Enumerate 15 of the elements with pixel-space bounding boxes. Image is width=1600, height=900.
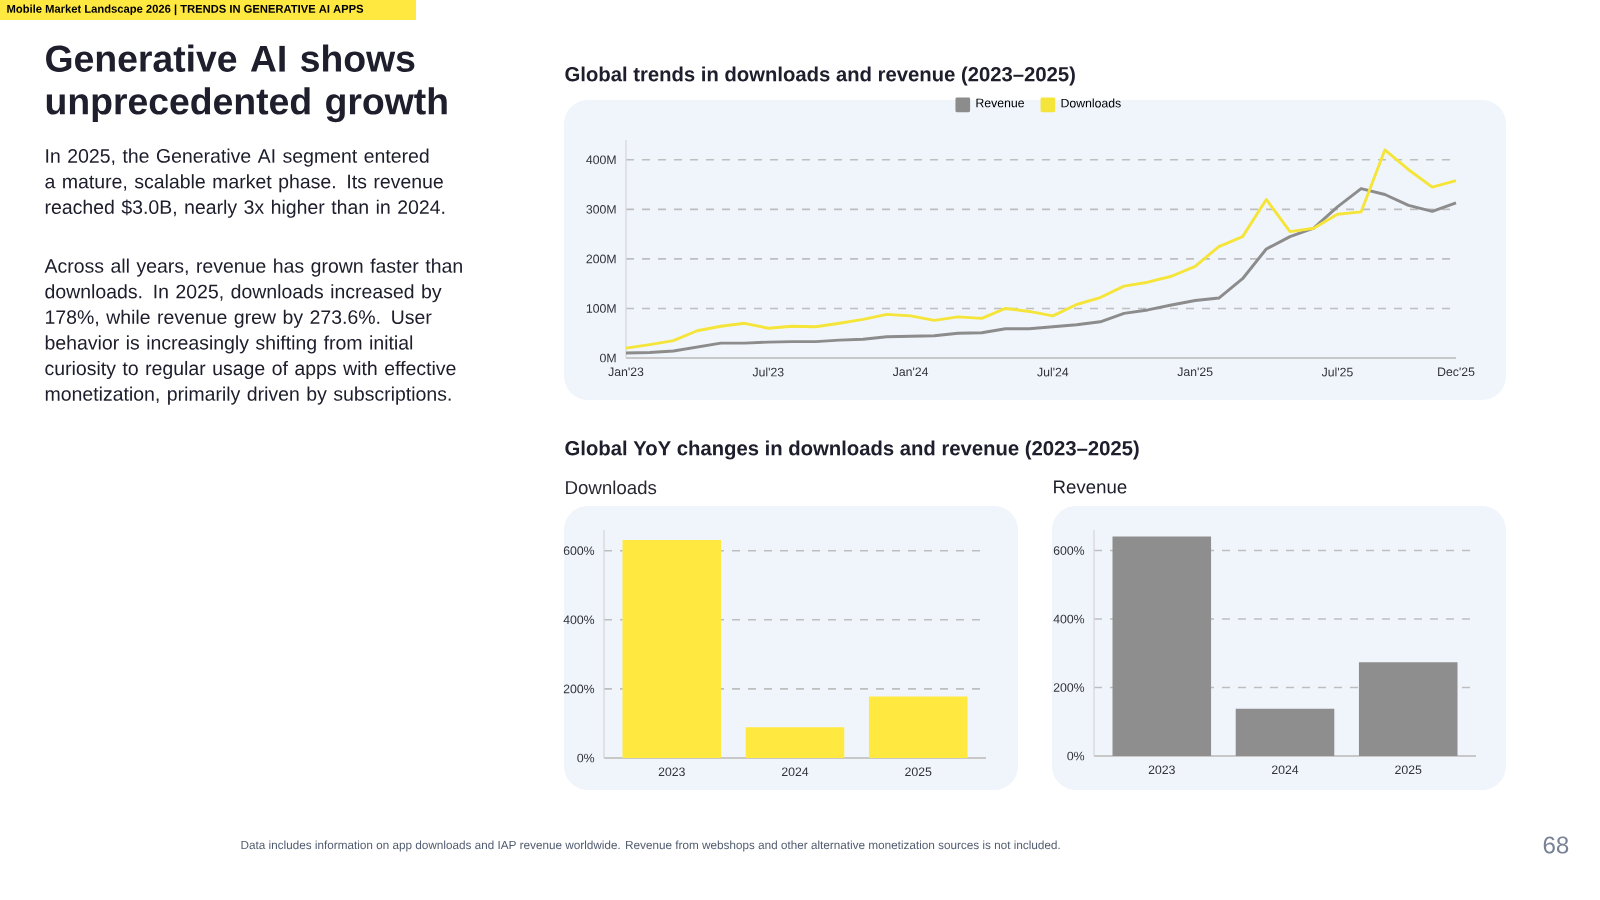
text: Across all years, revenue has grown faster than downloads. In 2025, downloads increased by 178%, while revenue grew by 273.6%. User behavior is increasingly shifting from initial curiosity to regular usage of apps with effective monetization, primarily driven by subscriptions. bbox=[44, 258, 462, 405]
bar bbox=[1235, 708, 1335, 756]
chart-title: Global YoY changes in downloads and revenue (2023–2025) bbox=[565, 440, 1139, 460]
text: Generative AI shows unprecedented growth bbox=[46, 44, 447, 123]
bar bbox=[868, 696, 968, 758]
text: 68 bbox=[1543, 836, 1569, 854]
bar bbox=[1358, 662, 1458, 756]
chart-subtitle: Downloads bbox=[566, 480, 657, 495]
chart-title: Global trends in downloads and revenue (2023–2025) bbox=[565, 66, 1075, 86]
bar bbox=[1112, 536, 1212, 756]
chart-title: Revenue bbox=[1054, 480, 1127, 494]
line-series bbox=[624, 148, 1458, 350]
bar bbox=[745, 727, 845, 758]
text: In 2025, the Generative AI segment entered a mature, scalable market phase. Its revenue reached $3.0B, nearly 3x higher than in 2024. bbox=[45, 148, 445, 218]
bar bbox=[622, 540, 722, 758]
